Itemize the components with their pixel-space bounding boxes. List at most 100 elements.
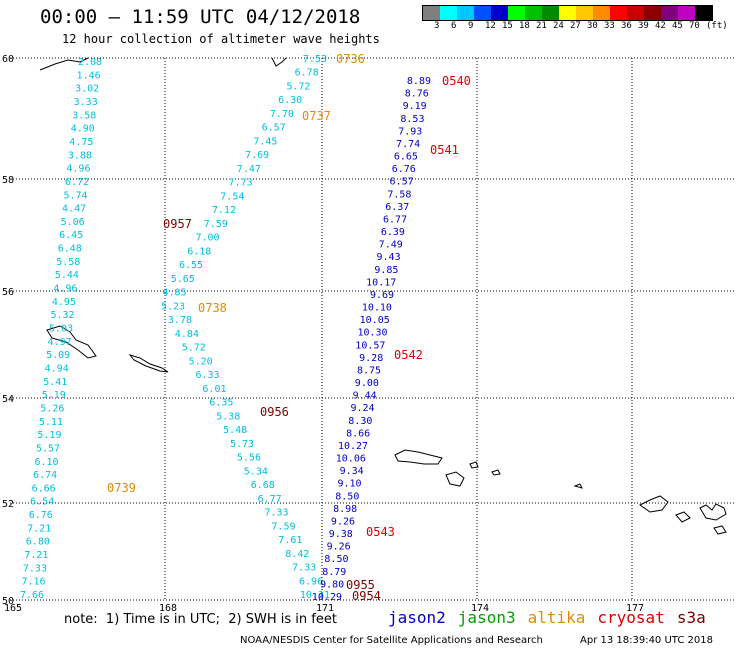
wave-height-value: 7.33 xyxy=(265,508,289,519)
wave-height-value: 3.02 xyxy=(75,84,99,95)
wave-height-value: 5.41 xyxy=(43,377,67,388)
color-scale-swatch xyxy=(440,6,457,20)
map-title: 00:00 — 11:59 UTC 04/12/2018 xyxy=(40,6,361,28)
wave-height-value: 9.19 xyxy=(403,101,427,112)
color-scale-label: 9 xyxy=(468,21,474,31)
wave-height-value: 7.69 xyxy=(245,150,269,161)
lat-tick-label: 52 xyxy=(2,499,14,510)
lon-tick-label: 177 xyxy=(626,603,644,614)
island-outline xyxy=(713,525,727,535)
wave-height-value: 7.21 xyxy=(27,523,51,534)
color-scale-swatch xyxy=(525,6,542,20)
wave-height-value: 9.00 xyxy=(355,378,379,389)
wave-height-value: 5.26 xyxy=(40,403,64,414)
legend-entry: cryosat xyxy=(597,608,665,627)
wave-height-value: 6.10 xyxy=(35,457,59,468)
lat-tick-label: 60 xyxy=(2,54,14,65)
wave-height-value: 10.17 xyxy=(366,277,396,288)
wave-height-value: 7.49 xyxy=(379,240,403,251)
wave-height-value: 9.10 xyxy=(337,479,361,490)
pass-time-label: 0957 xyxy=(163,217,192,231)
wave-height-value: 7.53 xyxy=(303,54,327,65)
color-scale-bar xyxy=(422,5,713,21)
wave-height-value: 10.57 xyxy=(355,340,385,351)
wave-height-value: 9.38 xyxy=(329,529,353,540)
wave-height-value: 5.56 xyxy=(237,453,261,464)
wave-height-value: 7.70 xyxy=(270,109,294,120)
wave-height-value: 6.77 xyxy=(258,494,282,505)
wave-height-value: 6.30 xyxy=(278,95,302,106)
island-outline xyxy=(469,461,479,469)
wave-height-value: 5.20 xyxy=(189,356,213,367)
color-scale-swatch xyxy=(695,6,712,20)
pass-time-label: 0956 xyxy=(260,405,289,419)
wave-height-value: 6.39 xyxy=(381,227,405,238)
color-scale-swatch xyxy=(576,6,593,20)
color-scale-label: 42 xyxy=(655,21,666,31)
coastlines xyxy=(39,57,727,535)
color-scale-swatch xyxy=(474,6,491,20)
wave-height-value: 6.57 xyxy=(262,123,286,134)
wave-height-value: 3.88 xyxy=(68,150,92,161)
island-outline xyxy=(445,471,465,487)
wave-height-value: 5.19 xyxy=(42,390,66,401)
color-scale-label: 15 xyxy=(502,21,513,31)
wave-height-value: 4.96 xyxy=(66,164,90,175)
satellite-legend: jason2 jason3 altika cryosat s3a xyxy=(388,608,718,627)
wave-height-value: 9.28 xyxy=(359,353,383,364)
pass-time-label: 0736 xyxy=(336,52,365,66)
wave-height-value: 3.33 xyxy=(74,97,98,108)
wave-height-value: 7.59 xyxy=(204,219,228,230)
island-outline xyxy=(699,503,727,521)
map-subtitle: 12 hour collection of altimeter wave hei… xyxy=(62,32,380,46)
wave-height-value: 8.53 xyxy=(400,114,424,125)
wave-height-value: 6.77 xyxy=(383,214,407,225)
legend-entry: s3a xyxy=(676,608,706,627)
wave-height-value: 5.06 xyxy=(61,217,85,228)
wave-height-value: 10.31 xyxy=(300,590,330,601)
lat-tick-label: 54 xyxy=(2,394,14,405)
wave-height-value: 9.26 xyxy=(327,542,351,553)
wave-height-value: 6.76 xyxy=(392,164,416,175)
lon-tick-label: 165 xyxy=(4,603,22,614)
color-scale-swatch xyxy=(593,6,610,20)
wave-height-value: 6.72 xyxy=(65,177,89,188)
wave-height-value: 6.66 xyxy=(32,483,56,494)
color-scale-label: 30 xyxy=(587,21,598,31)
island-outline xyxy=(573,483,583,489)
credit-line: NOAA/NESDIS Center for Satellite Applica… xyxy=(240,635,543,646)
lon-tick-label: 171 xyxy=(316,603,334,614)
color-scale-label: 39 xyxy=(638,21,649,31)
wave-height-value: 9.44 xyxy=(353,391,377,402)
wave-height-value: 10.05 xyxy=(360,315,390,326)
wave-height-value: 5.65 xyxy=(171,274,195,285)
color-scale-swatch xyxy=(423,6,440,20)
pass-time-label: 0540 xyxy=(442,74,471,88)
wave-height-value: 9.69 xyxy=(370,290,394,301)
color-scale-label: 70 xyxy=(689,21,700,31)
wave-height-value: 4.90 xyxy=(71,124,95,135)
wave-height-value: 6.54 xyxy=(30,497,54,508)
wave-height-value: 8.50 xyxy=(335,491,359,502)
island-outline xyxy=(639,495,669,513)
wave-height-value: 7.45 xyxy=(253,136,277,147)
color-scale-label: 27 xyxy=(570,21,581,31)
wave-height-value: 5.38 xyxy=(216,411,240,422)
wave-height-value: 5.32 xyxy=(50,310,74,321)
wave-height-value: 7.33 xyxy=(292,563,316,574)
color-scale-label: 12 xyxy=(485,21,496,31)
pass-time-label: 0543 xyxy=(366,525,395,539)
color-scale-label: 36 xyxy=(621,21,632,31)
wave-height-value: 10.29 xyxy=(312,592,342,603)
lon-tick-label: 168 xyxy=(159,603,177,614)
color-scale-swatch xyxy=(457,6,474,20)
pass-time-label: 0737 xyxy=(302,109,331,123)
wave-height-value: 10.10 xyxy=(362,303,392,314)
wave-height-value: 5.11 xyxy=(39,417,63,428)
wave-height-value: 10.27 xyxy=(338,441,368,452)
pass-time-label: 0955 xyxy=(346,578,375,592)
color-scale-swatch xyxy=(610,6,627,20)
color-scale-swatch xyxy=(559,6,576,20)
wave-height-value: 7.00 xyxy=(195,233,219,244)
